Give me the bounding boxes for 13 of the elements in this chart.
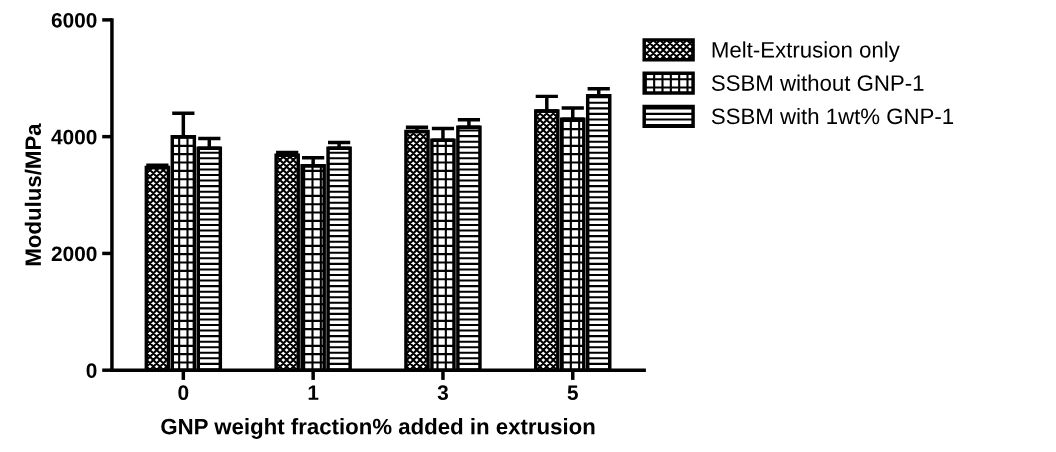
x-axis-title: GNP weight fraction% added in extrusion xyxy=(161,418,595,439)
legend-label: SSBM without GNP-1 xyxy=(711,74,924,91)
y-tick-label: 0 xyxy=(86,363,97,378)
legend-label: Melt-Extrusion only xyxy=(712,41,900,63)
x-tick-label: 1 xyxy=(308,385,319,400)
x-tick-label: 3 xyxy=(437,385,448,401)
y-tick-label: 2000 xyxy=(51,246,97,262)
y-axis-title: Modulus/MPa xyxy=(24,123,42,266)
x-tick-label: 0 xyxy=(178,385,189,401)
x-tick-label: 5 xyxy=(567,385,578,401)
legend-label: SSBM with 1wt% GNP-1 xyxy=(711,107,954,125)
y-tick-label: 6000 xyxy=(51,12,97,28)
y-tick-label: 4000 xyxy=(51,129,97,145)
